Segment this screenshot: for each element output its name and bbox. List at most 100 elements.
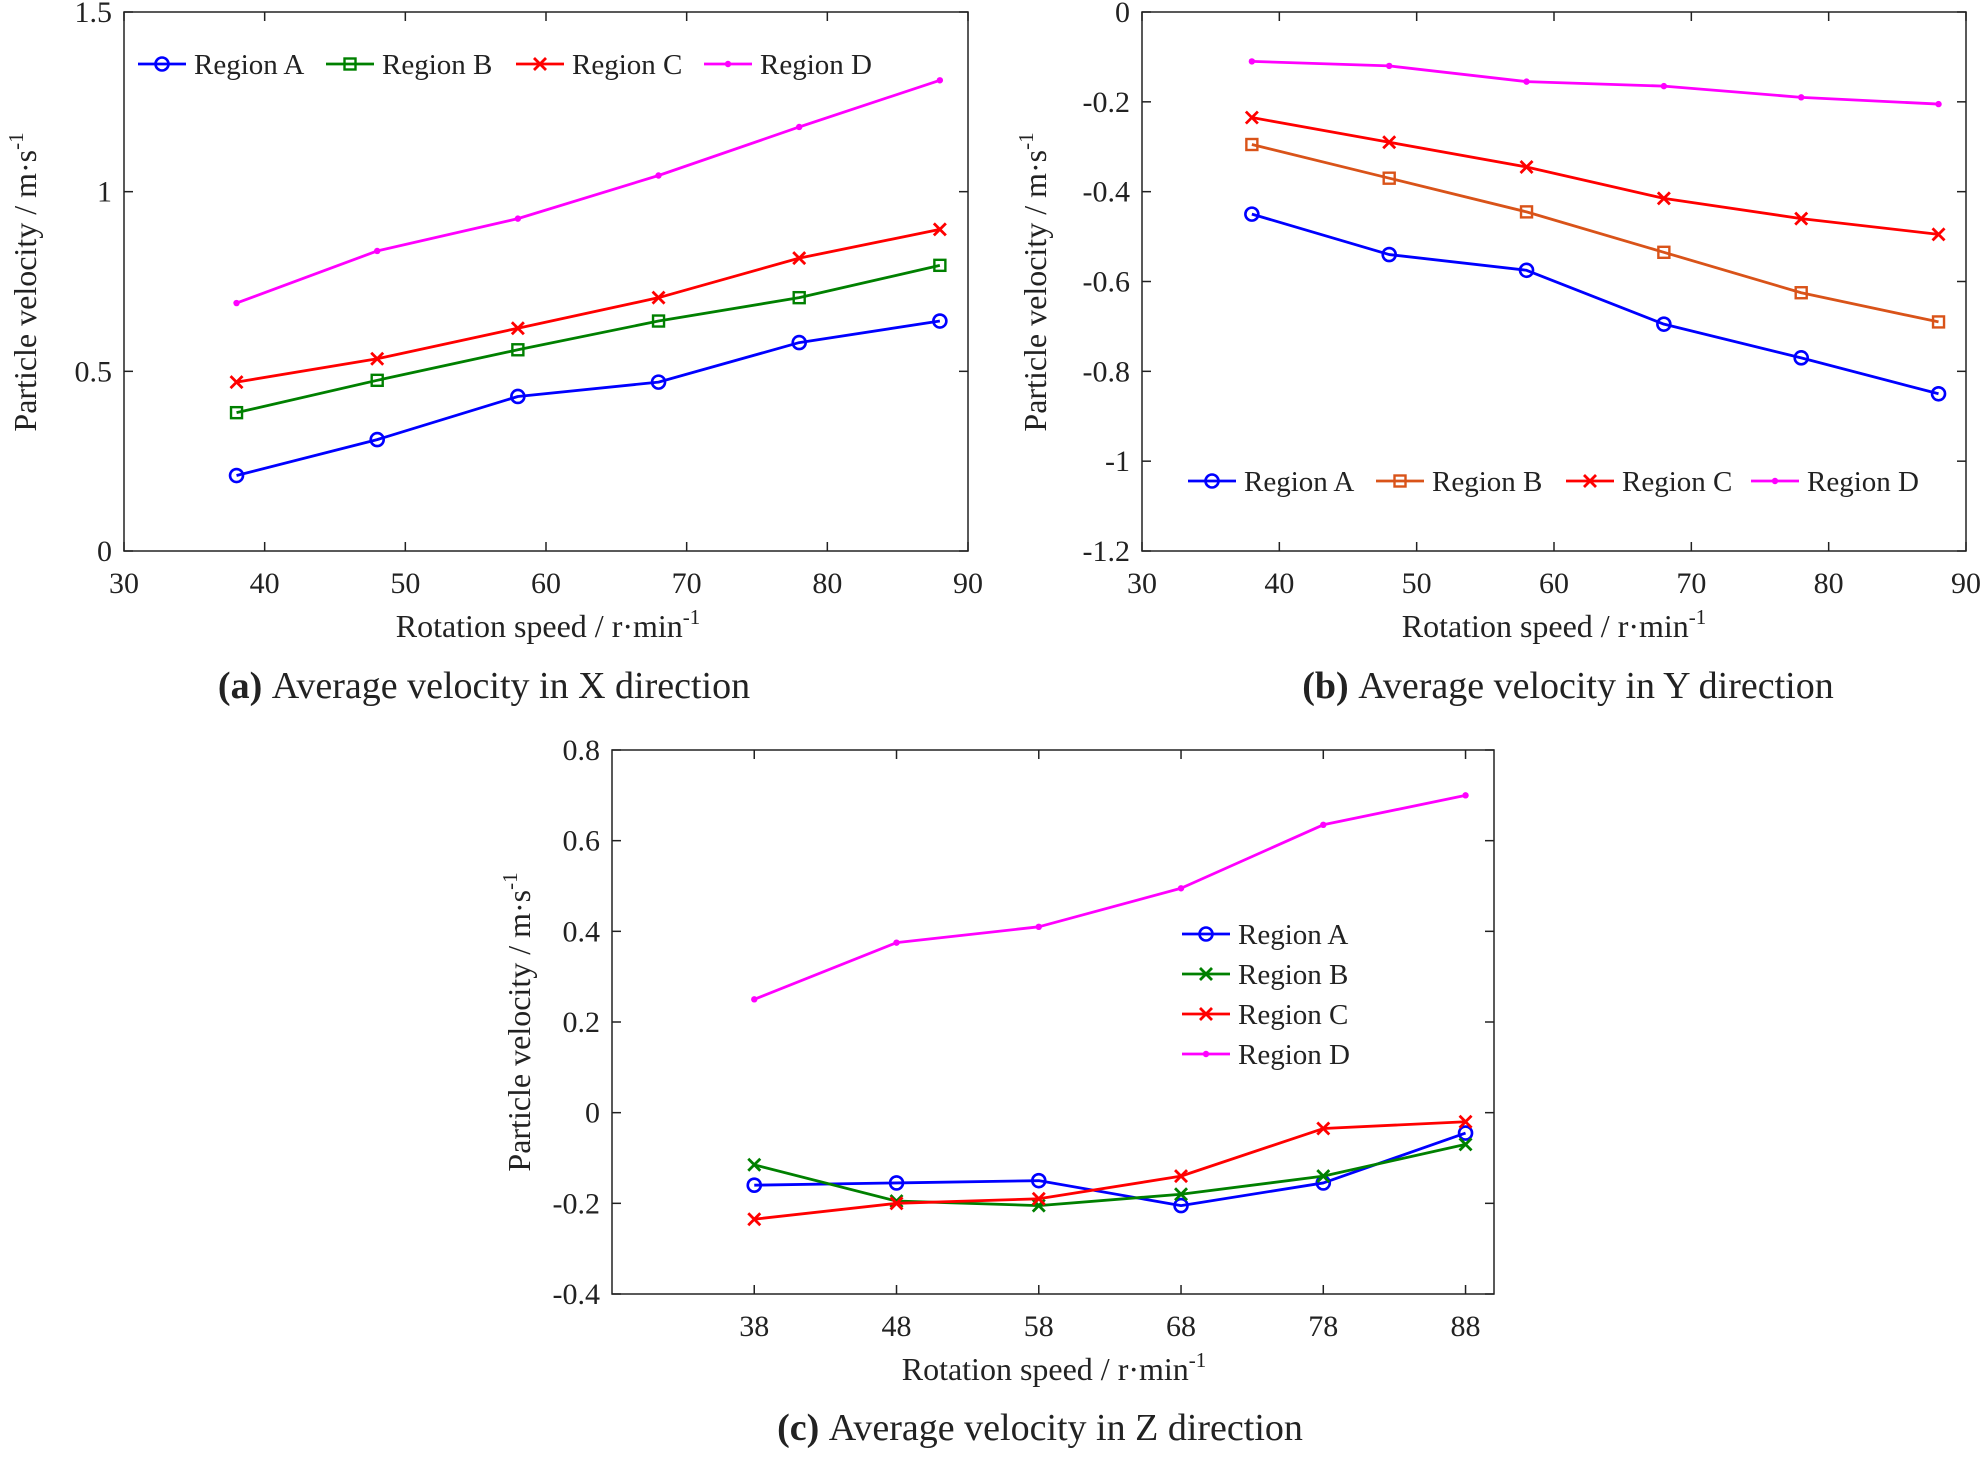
data-point bbox=[1173, 1197, 1189, 1214]
data-point bbox=[1031, 1191, 1046, 1206]
legend-marker bbox=[1393, 474, 1407, 488]
data-point bbox=[747, 1157, 762, 1172]
data-point bbox=[792, 251, 807, 266]
caption-label: (a) bbox=[218, 665, 262, 707]
series-line bbox=[236, 263, 941, 415]
series-region-d bbox=[1248, 58, 1942, 108]
legend-label: Region C bbox=[572, 49, 682, 81]
y-axis-title-superscript: -1 bbox=[498, 872, 522, 890]
x-axis-title-superscript: -1 bbox=[1689, 605, 1707, 629]
y-tick-label: 1.5 bbox=[75, 0, 113, 29]
data-point bbox=[1174, 1187, 1189, 1202]
data-point bbox=[1244, 110, 1259, 125]
series-line bbox=[753, 1143, 1466, 1207]
data-point bbox=[1386, 62, 1393, 70]
data-point bbox=[1518, 262, 1535, 279]
series-line bbox=[1251, 116, 1939, 236]
y-tick-label: -1 bbox=[1105, 445, 1130, 478]
x-tick-label: 60 bbox=[1539, 567, 1569, 600]
series-line bbox=[236, 78, 941, 305]
plot-area-frame bbox=[611, 749, 1495, 1295]
series-region-b bbox=[747, 1137, 1473, 1213]
data-point bbox=[655, 172, 662, 179]
x-tick-label: 38 bbox=[739, 1310, 769, 1343]
data-point bbox=[1244, 206, 1260, 222]
legend-label: Region C bbox=[1622, 466, 1732, 498]
x-tick-label: 88 bbox=[1451, 1310, 1481, 1343]
series-region-a bbox=[228, 313, 948, 484]
y-tick-label: -0.4 bbox=[1083, 176, 1131, 209]
legend-label: Region B bbox=[1238, 959, 1348, 991]
data-point bbox=[889, 1196, 904, 1211]
series-line bbox=[1251, 143, 1939, 324]
caption-text: Average velocity in X direction bbox=[262, 665, 750, 707]
series-line bbox=[1251, 60, 1939, 106]
y-axis-title: Particle velocity / m·s-1 bbox=[498, 872, 537, 1171]
x-axis-title-text: Rotation speed / r·min bbox=[1402, 608, 1689, 644]
data-point bbox=[932, 222, 947, 237]
legend-label: Region B bbox=[382, 49, 492, 81]
y-axis-title-text: Particle velocity / m·s bbox=[7, 150, 43, 432]
legend: Region A Region B Region C Region D bbox=[138, 49, 872, 81]
legend-label: Region A bbox=[1238, 919, 1348, 951]
data-point bbox=[1931, 227, 1946, 242]
series-region-c bbox=[1244, 110, 1946, 242]
y-tick-label: -0.8 bbox=[1083, 355, 1131, 388]
plot-area-frame bbox=[123, 11, 969, 552]
legend: Region A Region B Region C Region D bbox=[1182, 919, 1350, 1071]
data-point bbox=[746, 1177, 763, 1193]
series-line bbox=[754, 1131, 1467, 1207]
caption-label: (c) bbox=[777, 1407, 819, 1449]
series-region-a bbox=[746, 1125, 1474, 1214]
x-tick-label: 78 bbox=[1308, 1310, 1338, 1343]
x-axis-title-text: Rotation speed / r·min bbox=[396, 608, 683, 644]
data-point bbox=[229, 405, 244, 420]
data-point bbox=[1174, 1169, 1189, 1184]
data-point bbox=[228, 467, 245, 484]
data-point bbox=[651, 314, 666, 328]
legend-marker bbox=[343, 57, 357, 71]
data-point bbox=[933, 258, 947, 273]
series-line bbox=[1251, 212, 1939, 396]
data-point bbox=[791, 334, 808, 351]
caption-text: Average velocity in Y direction bbox=[1349, 665, 1834, 707]
data-point bbox=[233, 299, 240, 307]
y-axis-title-superscript: -1 bbox=[1014, 132, 1038, 150]
y-tick-label: 1 bbox=[97, 176, 112, 209]
data-point bbox=[1935, 100, 1942, 108]
figure-caption: (c) Average velocity in Z direction bbox=[777, 1407, 1303, 1449]
legend-marker bbox=[1583, 474, 1597, 488]
x-axis-title-superscript: -1 bbox=[1189, 1348, 1207, 1372]
data-point bbox=[1657, 245, 1671, 260]
data-point bbox=[1462, 792, 1469, 799]
x-tick-label: 30 bbox=[1127, 567, 1157, 600]
data-point bbox=[369, 431, 386, 448]
x-axis-title-text: Rotation speed / r·min bbox=[902, 1351, 1189, 1387]
data-point bbox=[1656, 191, 1671, 206]
x-tick-label: 90 bbox=[953, 567, 983, 600]
data-point bbox=[1794, 211, 1809, 226]
legend-label: Region A bbox=[1244, 466, 1354, 498]
x-tick-label: 80 bbox=[812, 567, 842, 600]
x-tick-label: 80 bbox=[1814, 567, 1844, 600]
legend-marker bbox=[1198, 926, 1214, 942]
data-point bbox=[1177, 885, 1185, 892]
legend-marker bbox=[1199, 1007, 1213, 1021]
data-point bbox=[1519, 205, 1534, 219]
x-tick-label: 70 bbox=[672, 567, 702, 600]
figure-caption: (b) Average velocity in Y direction bbox=[1302, 665, 1833, 707]
y-tick-label: 0.4 bbox=[563, 915, 601, 948]
data-point bbox=[514, 215, 522, 222]
data-point bbox=[510, 388, 526, 405]
x-axis-title: Rotation speed / r·min-1 bbox=[1402, 605, 1707, 644]
x-tick-label: 40 bbox=[1264, 567, 1294, 600]
series-line bbox=[236, 228, 941, 384]
data-point bbox=[1035, 923, 1042, 930]
series-line bbox=[236, 319, 941, 477]
series-region-c bbox=[229, 222, 947, 390]
data-point bbox=[893, 939, 900, 946]
legend-label: Region C bbox=[1238, 999, 1348, 1031]
data-point bbox=[1316, 1169, 1331, 1184]
data-point bbox=[374, 247, 381, 255]
